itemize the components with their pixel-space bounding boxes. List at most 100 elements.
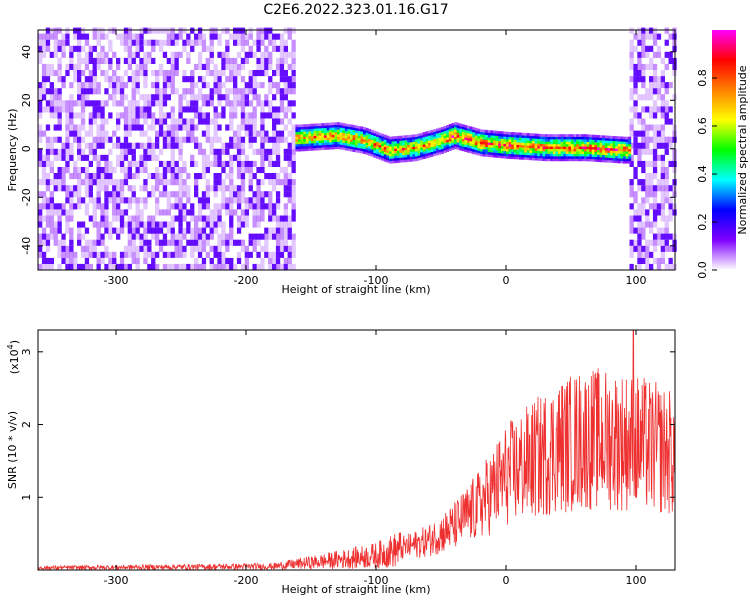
spectrogram-cell <box>417 152 421 156</box>
spectrogram-cell <box>57 70 62 77</box>
spectrogram-cell <box>205 124 210 131</box>
spectrogram-cell <box>96 179 101 186</box>
spectrogram-cell <box>443 133 447 136</box>
spectrogram-cell <box>233 263 238 270</box>
spectrogram-cell <box>147 106 152 113</box>
spectrogram-cell <box>331 139 335 143</box>
spectrogram-cell <box>610 152 613 156</box>
spectrogram-cell <box>352 146 356 150</box>
spectrogram-cell <box>252 112 257 119</box>
spectrogram-cell <box>123 130 129 137</box>
spectrogram-cell <box>135 203 140 210</box>
spectrogram-cell <box>166 82 171 89</box>
spectrogram-cell <box>313 143 317 146</box>
spectrogram-cell <box>660 179 665 186</box>
spectrogram-cell <box>135 106 140 113</box>
spectrogram-cell <box>516 142 520 145</box>
spectrogram-cell <box>233 39 238 46</box>
spectrogram-cell <box>664 167 669 174</box>
spectrogram-cell <box>80 245 86 252</box>
spectrogram-cell <box>166 136 171 143</box>
spectrogram-cell <box>308 131 312 134</box>
spectrogram-cell <box>394 138 398 142</box>
spectrogram-cell <box>197 57 203 64</box>
spectrogram-cell <box>217 76 222 83</box>
spectrogram-cell <box>313 126 317 129</box>
spectrogram-cell <box>513 156 517 160</box>
spectrogram-cell <box>443 135 447 139</box>
spectrogram-cell <box>194 239 199 246</box>
spectrogram-cell <box>41 227 47 234</box>
spectrogram-cell <box>108 227 113 234</box>
spectrogram-cell <box>104 160 109 167</box>
spectrogram-cell <box>287 27 292 34</box>
spectrogram-cell <box>248 118 253 125</box>
spectrogram-cell <box>568 146 572 150</box>
spectrogram-cell <box>162 251 168 258</box>
spectrogram-cell <box>221 179 226 186</box>
spectrogram-cell <box>389 141 392 145</box>
spectrogram-cell <box>412 158 416 162</box>
spectrogram-cell <box>268 112 273 119</box>
spectrogram-cell <box>464 139 468 143</box>
spectrogram-cell <box>84 63 90 70</box>
spectrogram-cell <box>464 127 468 131</box>
spectrogram-cell <box>529 155 533 158</box>
spectrogram-cell <box>92 197 97 204</box>
spectrogram-cell <box>633 63 638 70</box>
spectrogram-cell <box>119 112 125 119</box>
spectrogram-cell <box>272 233 277 240</box>
spectrogram-cell <box>399 152 403 156</box>
spectrogram-cell <box>404 159 408 163</box>
spectrogram-cell <box>649 173 654 180</box>
spectrogram-cell <box>139 106 144 113</box>
spectrogram-cell <box>331 127 335 130</box>
spectrogram-cell <box>542 151 546 154</box>
spectrogram-cell <box>612 140 616 144</box>
spectrogram-cell <box>112 70 117 77</box>
spectrogram-cell <box>594 147 598 150</box>
spectrogram-cell <box>347 133 351 137</box>
spectrogram-cell <box>272 45 277 52</box>
spectrogram-cell <box>365 147 369 150</box>
spectrogram-cell <box>529 152 533 156</box>
spectrogram-cell <box>363 129 366 133</box>
spectrogram-cell <box>532 148 535 151</box>
spectrogram-cell <box>550 151 554 154</box>
spectrogram-cell <box>503 151 507 154</box>
spectrogram-cell <box>256 27 261 34</box>
spectrogram-cell <box>182 118 187 125</box>
spectrogram-cell <box>38 233 43 240</box>
spectrogram-cell <box>80 82 86 89</box>
spectrogram-cell <box>162 118 168 125</box>
spectrogram-cell <box>291 179 296 186</box>
spectrogram-cell <box>116 227 121 234</box>
spectrogram-cell <box>229 179 234 186</box>
spectrogram-cell <box>139 70 144 77</box>
spectrogram-cell <box>391 148 395 152</box>
spectrogram-cell <box>446 149 450 152</box>
spectrogram-cell <box>404 144 408 148</box>
spectrogram-cell <box>313 145 317 149</box>
spectrogram-cell <box>438 144 442 148</box>
spectrogram-cell <box>495 145 499 149</box>
spectrogram-cell <box>221 142 226 149</box>
spectrogram-cell <box>84 257 90 264</box>
spectrogram-cell <box>539 155 543 159</box>
spectrogram-cell <box>38 94 43 101</box>
spectrogram-cell <box>581 151 585 154</box>
spectrogram-cell <box>155 70 160 77</box>
spectrogram-cell <box>586 144 590 147</box>
spectrogram-cell <box>260 39 265 46</box>
spectrogram-cell <box>61 203 66 210</box>
spectrogram-cell <box>236 39 242 46</box>
spectrogram-cell <box>433 134 437 137</box>
spectrogram-cell <box>229 100 234 107</box>
spectrogram-cell <box>236 197 242 204</box>
spectrogram-cell <box>178 239 183 246</box>
spectrogram-cell <box>80 148 86 155</box>
spectrogram-cell <box>57 112 62 119</box>
spectrogram-cell <box>412 146 416 150</box>
spectrogram-cell <box>352 142 356 145</box>
spectrogram-cell <box>221 191 226 198</box>
